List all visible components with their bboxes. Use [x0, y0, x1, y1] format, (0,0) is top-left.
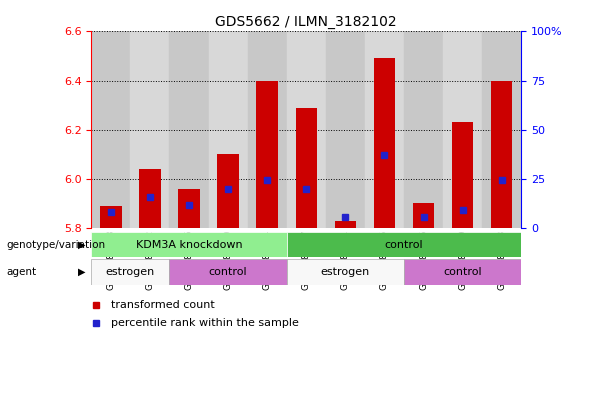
Bar [139, 169, 161, 228]
Bar [413, 203, 434, 228]
Bar [178, 189, 200, 228]
Bar [335, 220, 356, 228]
Bar [287, 232, 521, 257]
Text: KDM3A knockdown: KDM3A knockdown [135, 240, 242, 250]
Text: agent: agent [6, 267, 36, 277]
Text: control: control [209, 267, 247, 277]
Bar [296, 108, 317, 228]
Bar [287, 31, 326, 228]
Bar [247, 31, 287, 228]
Text: transformed count: transformed count [111, 300, 214, 310]
Bar [404, 31, 443, 228]
Text: estrogen: estrogen [321, 267, 370, 277]
Bar [452, 122, 474, 228]
Bar [326, 31, 365, 228]
Bar [287, 259, 404, 285]
Bar [482, 31, 521, 228]
Bar [170, 31, 209, 228]
Bar [91, 259, 170, 285]
Text: estrogen: estrogen [106, 267, 155, 277]
Bar [100, 206, 121, 228]
Text: percentile rank within the sample: percentile rank within the sample [111, 318, 299, 328]
Title: GDS5662 / ILMN_3182102: GDS5662 / ILMN_3182102 [216, 15, 397, 29]
Text: control: control [385, 240, 423, 250]
Bar [443, 31, 482, 228]
Text: ▶: ▶ [78, 267, 85, 277]
Text: ▶: ▶ [78, 240, 85, 250]
Bar [170, 259, 287, 285]
Text: control: control [444, 267, 482, 277]
Bar [209, 31, 247, 228]
Bar [130, 31, 170, 228]
Text: genotype/variation: genotype/variation [6, 240, 105, 250]
Bar [256, 81, 278, 228]
Bar [365, 31, 404, 228]
Bar [373, 59, 395, 228]
Bar [404, 259, 521, 285]
Bar [91, 31, 130, 228]
Bar [91, 232, 287, 257]
Bar [491, 81, 512, 228]
Bar [217, 154, 239, 228]
